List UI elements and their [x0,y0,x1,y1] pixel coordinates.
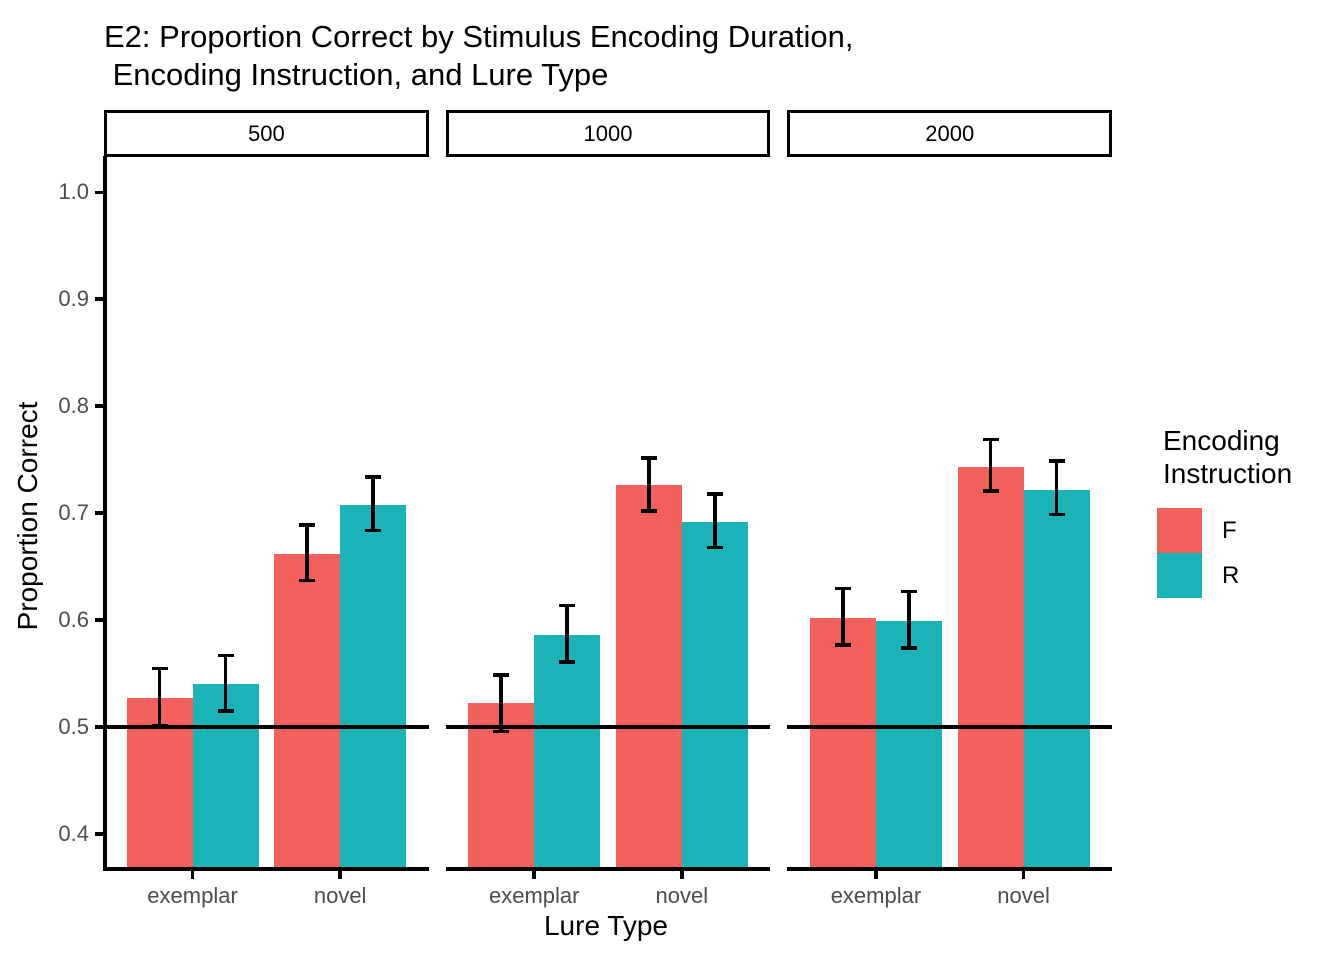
error-bar-line [223,657,228,710]
x-tick-label: exemplar [147,883,238,908]
error-bar-cap-top [151,666,168,671]
y-tick [95,511,103,515]
error-bar-line [647,459,651,510]
y-tick-label: 0.6 [58,606,89,632]
facet-strip-label: 2000 [925,120,975,146]
error-bar-line [988,441,993,490]
facet-strip: 2000 [787,110,1113,157]
x-tick [190,870,195,879]
error-bar-cap-top [706,492,723,496]
y-tick-label: 1.0 [58,179,89,205]
error-bar-cap-bottom [493,729,510,734]
y-tick [95,297,103,301]
error-bar-cap-top [493,673,510,677]
y-tick [95,618,103,622]
facet-strip: 1000 [445,110,771,157]
facet-strip-label: 1000 [583,120,633,146]
bar-2000-novel-F [957,467,1024,867]
x-tick-label: exemplar [830,883,922,908]
error-bar-cap-top [1048,459,1065,463]
y-tick-label: 0.4 [58,820,89,846]
error-bar-cap-top [365,475,382,479]
error-bar-line [565,607,569,661]
error-bar-cap-bottom [365,528,382,533]
reference-line [104,725,429,729]
error-bar-line [157,670,162,725]
bar-500-novel-R [340,504,407,867]
x-axis-line [445,867,771,871]
x-tick [532,870,536,879]
error-bar-cap-bottom [217,709,234,713]
error-bar-cap-top [900,589,917,594]
reference-line [445,725,771,729]
error-bar-line [1054,462,1059,514]
x-tick [1021,870,1026,879]
x-tick [338,870,342,879]
y-tick-label: 0.9 [58,286,89,312]
bar-1000-novel-R [681,521,748,867]
y-tick-label: 0.7 [58,500,89,526]
legend-swatch-f [1157,508,1202,553]
error-bar-cap-bottom [151,724,168,728]
bar-2000-novel-R [1023,489,1090,867]
chart-title: E2: Proportion Correct by Stimulus Encod… [104,18,854,94]
bar-500-exemplar-R [192,684,259,867]
x-tick-label: novel [997,883,1050,908]
bar-2000-exemplar-F [809,617,876,867]
error-bar-cap-bottom [900,646,917,650]
error-bar-cap-bottom [706,545,723,550]
y-tick [95,190,103,195]
error-bar-cap-bottom [299,578,316,583]
x-axis-line [787,867,1113,871]
error-bar-cap-bottom [559,660,576,664]
error-bar-line [499,676,503,731]
facet-strip: 500 [104,110,429,157]
y-tick [95,832,103,836]
y-tick-label: 0.8 [58,393,89,419]
bar-500-novel-F [274,553,341,867]
error-bar-line [907,593,911,647]
x-axis-line [103,867,429,871]
legend-label-r: R [1222,562,1240,589]
bar-1000-novel-F [615,485,682,867]
error-bar-line [371,478,375,530]
chart-title-line2: Encoding Instruction, and Lure Type [104,57,609,92]
error-bar-line [305,526,309,580]
reference-line [787,725,1113,729]
error-bar-cap-bottom [834,643,851,647]
x-axis-title: Lure Type [543,910,669,941]
error-bar-cap-bottom [640,509,657,513]
x-tick [680,870,684,879]
facet-strip-label: 500 [247,120,285,146]
legend-swatch-r [1157,553,1202,598]
x-tick [874,870,878,879]
error-bar-cap-bottom [982,489,999,493]
bar-2000-exemplar-R [875,621,942,867]
y-axis-line [103,156,107,871]
chart-title-line1: E2: Proportion Correct by Stimulus Encod… [104,19,854,54]
x-tick-label: exemplar [488,883,580,908]
error-bar-line [841,590,845,644]
error-bar-line [713,495,717,547]
error-bar-cap-top [299,523,316,527]
error-bar-cap-top [640,456,657,460]
error-bar-cap-top [834,586,851,591]
error-bar-cap-top [559,603,576,608]
bar-1000-exemplar-R [534,634,601,867]
y-tick-label: 0.5 [58,713,89,739]
y-tick [95,404,103,408]
legend-title: Encoding Instruction [1163,425,1293,489]
y-tick [95,725,103,729]
error-bar-cap-bottom [1048,512,1065,517]
x-tick-label: novel [655,883,709,908]
x-tick-label: novel [313,883,367,908]
error-bar-cap-top [217,653,234,658]
error-bar-cap-top [982,437,999,442]
legend-label-f: F [1222,517,1237,544]
